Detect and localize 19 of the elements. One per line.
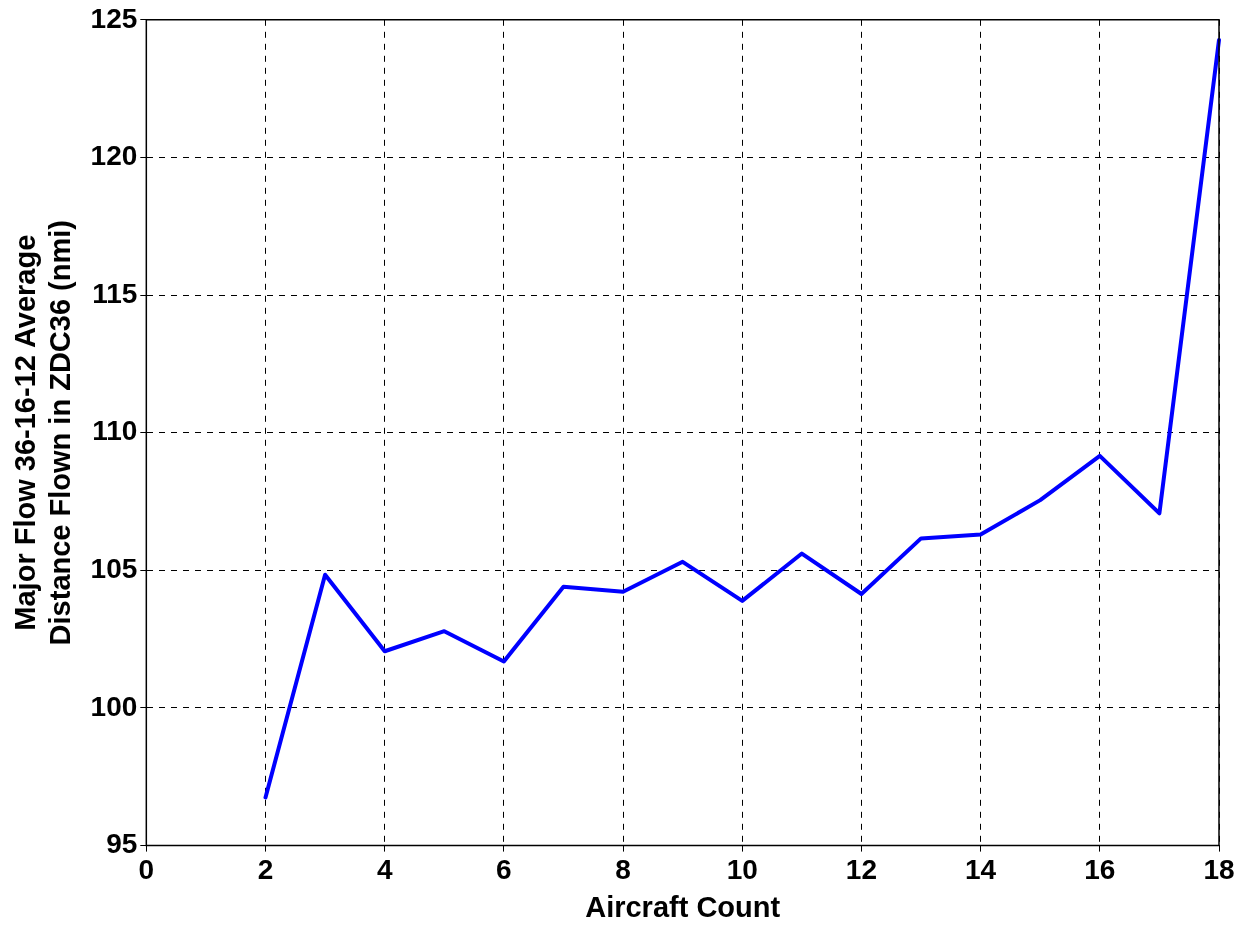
x-tick-label: 8	[615, 854, 631, 886]
x-axis-title: Aircraft Count	[585, 890, 781, 923]
x-tick-label: 2	[257, 854, 274, 886]
x-tick-label: 0	[138, 854, 155, 886]
x-tick-label: 6	[496, 854, 512, 886]
x-tick-label: 4	[376, 854, 393, 886]
x-tick-label: 18	[1203, 854, 1235, 886]
y-tick-label: 105	[90, 553, 138, 585]
y-tick-label: 125	[90, 2, 138, 34]
y-axis-title: Major Flow 36-16-12 Average Distance Flown in ZDC36 (nmi)	[9, 220, 77, 646]
y-tick-label: 110	[92, 415, 138, 447]
y-tick-label: 100	[90, 690, 138, 722]
y-tick-label: 95	[106, 828, 138, 860]
x-tick-label: 12	[845, 854, 878, 886]
x-tick-label: 10	[726, 854, 758, 886]
y-tick-label: 115	[92, 277, 138, 309]
y-tick-label: 120	[90, 140, 138, 172]
x-tick-label: 14	[965, 854, 997, 886]
x-tick-label: 16	[1084, 854, 1116, 886]
